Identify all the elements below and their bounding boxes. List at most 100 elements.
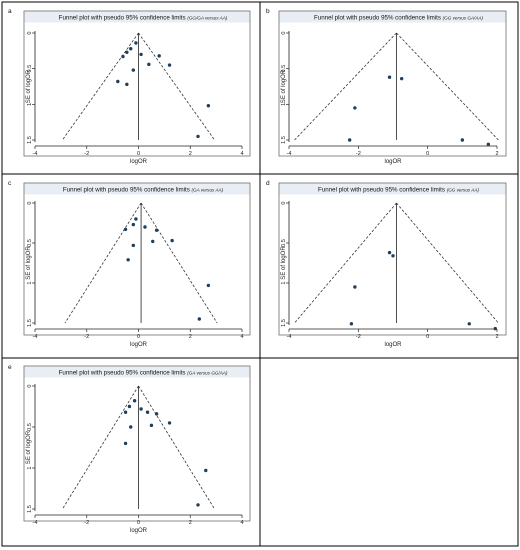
study-point	[467, 322, 471, 326]
x-tick-label: 0	[426, 334, 429, 340]
x-tick-label: -2	[84, 151, 89, 157]
study-point	[154, 412, 159, 416]
plot-frame	[23, 182, 251, 336]
study-point	[126, 258, 130, 262]
study-point	[132, 399, 137, 403]
chart-title: Funnel plot with pseudo 95% confidence l…	[318, 186, 479, 193]
chart-subtitle: (GA versus GG/AA)	[187, 370, 228, 375]
y-axis-label: SE of logOR	[26, 69, 32, 103]
ci-limit-upper	[140, 202, 218, 324]
x-tick-label: 0	[137, 151, 140, 157]
funnel-panel-e: e Funnel plot with pseudo 95% confidence …	[1, 357, 261, 547]
x-axis-label: logOR	[384, 159, 402, 165]
ci-limit-lower	[62, 385, 139, 510]
study-point	[129, 46, 133, 51]
title-band	[279, 11, 506, 23]
y-tick-label: 1	[281, 103, 287, 106]
x-tick-label: -2	[84, 520, 89, 526]
study-point	[139, 52, 143, 57]
y-tick-label: 0.5	[27, 423, 33, 431]
y-tick-label: 1.5	[27, 136, 33, 144]
x-tick-label: -4	[33, 520, 38, 526]
study-point	[349, 322, 354, 326]
chart-subtitle: (GA versus AA)	[192, 187, 224, 192]
study-point	[197, 317, 202, 321]
study-point	[127, 404, 132, 409]
study-point	[149, 423, 154, 428]
study-point	[167, 63, 172, 67]
study-point	[387, 250, 392, 255]
study-point	[387, 75, 392, 79]
y-tick-label: 1	[27, 281, 33, 284]
study-point	[121, 54, 125, 59]
ci-limit-upper	[138, 385, 215, 510]
y-tick-label: 1.5	[281, 136, 287, 144]
study-point	[129, 425, 133, 429]
chart-title: Funnel plot with pseudo 95% confidence l…	[63, 186, 224, 193]
plot-frame	[278, 10, 507, 157]
funnel-panel-d: d Funnel plot with pseudo 95% confidence …	[259, 173, 519, 359]
empty-grid-cell	[259, 357, 519, 547]
x-tick-label: -4	[33, 334, 38, 340]
y-tick-label: 0.5	[281, 239, 287, 247]
study-point	[486, 142, 491, 146]
x-axis-label: logOR	[130, 342, 148, 348]
study-point	[204, 468, 208, 473]
study-point	[196, 134, 200, 139]
chart-title: Funnel plot with pseudo 95% confidence l…	[59, 14, 228, 21]
study-point	[399, 76, 404, 81]
x-tick-label: 4	[240, 334, 243, 340]
y-tick-label: 1	[27, 103, 33, 106]
x-tick-label: 0	[137, 520, 140, 526]
funnel-panel-b: b Funnel plot with pseudo 95% confidence …	[259, 1, 519, 175]
y-tick-label: 0	[27, 201, 33, 204]
x-tick-label: 2	[495, 151, 498, 157]
y-tick-label: 0.5	[27, 65, 33, 73]
study-point	[151, 239, 155, 244]
y-tick-label: 0	[281, 201, 287, 204]
study-point	[134, 217, 138, 221]
panel-letter: a	[8, 8, 12, 15]
x-tick-label: 2	[189, 334, 192, 340]
study-point	[167, 421, 172, 425]
chart-subtitle: (GG/GA versus AA)	[187, 15, 227, 20]
title-band	[279, 183, 506, 195]
y-tick-label: 0	[27, 384, 33, 387]
title-band	[24, 11, 250, 23]
study-point	[353, 106, 357, 110]
funnel-panel-a: a Funnel plot with pseudo 95% confidence …	[1, 1, 261, 175]
study-point	[460, 138, 465, 142]
x-axis-label: logOR	[130, 159, 148, 165]
y-axis-label: SE of logOR	[26, 430, 32, 464]
chart-title: Funnel plot with pseudo 95% confidence l…	[314, 14, 483, 21]
plot-frame	[278, 182, 507, 336]
y-tick-label: 1.5	[27, 319, 33, 327]
study-point	[131, 243, 136, 248]
study-point	[353, 285, 357, 289]
x-axis-label: logOR	[384, 342, 402, 348]
study-point	[145, 410, 150, 414]
plot-frame	[23, 365, 251, 522]
study-point	[143, 225, 147, 229]
study-point	[206, 104, 211, 108]
x-tick-label: 4	[240, 151, 243, 157]
panel-letter: e	[8, 364, 12, 371]
panel-letter: c	[8, 180, 12, 187]
y-tick-label: 1	[281, 281, 287, 284]
y-tick-label: 1	[27, 466, 33, 469]
study-point	[206, 283, 211, 288]
study-point	[134, 41, 138, 45]
ci-limit-lower	[64, 202, 142, 324]
funnel-panel-c: c Funnel plot with pseudo 95% confidence …	[1, 173, 261, 359]
study-point	[131, 68, 136, 72]
study-point	[154, 228, 159, 232]
study-point	[125, 82, 129, 87]
x-axis-label: logOR	[130, 528, 148, 534]
y-tick-label: 1.5	[27, 505, 33, 513]
title-band	[24, 366, 250, 378]
chart-subtitle: (GG versus AA)	[447, 187, 480, 192]
plot-frame	[23, 10, 251, 157]
study-point	[347, 138, 352, 142]
y-axis-label: SE of logOR	[281, 69, 287, 103]
panel-letter: b	[266, 8, 270, 15]
